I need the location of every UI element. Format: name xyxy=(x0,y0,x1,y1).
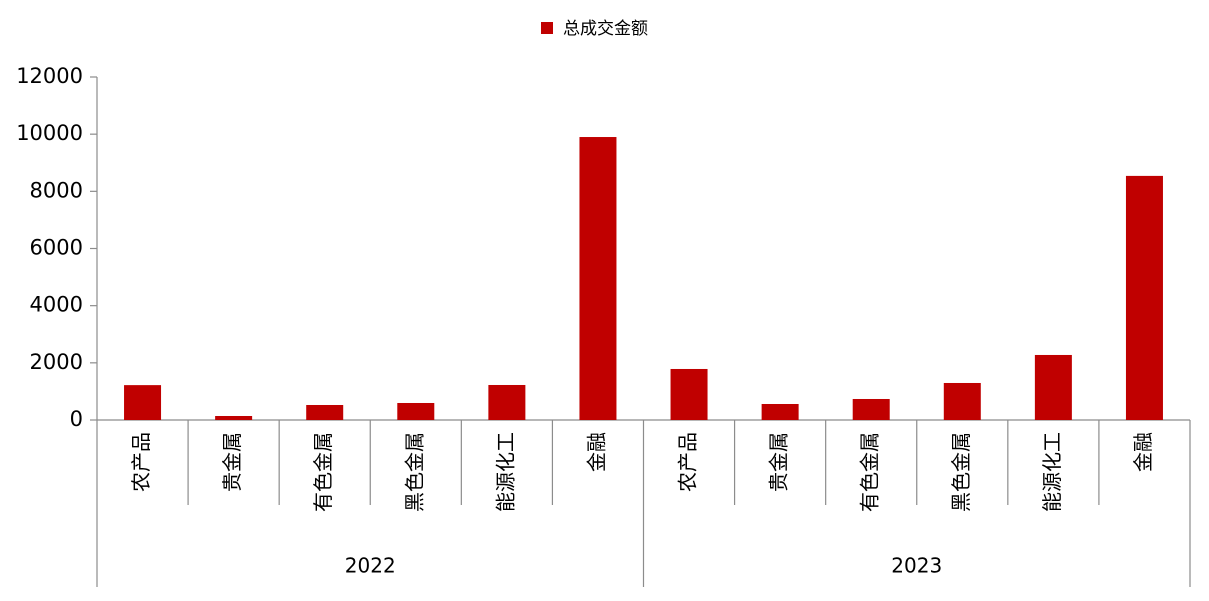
bar xyxy=(1034,354,1072,420)
bar xyxy=(761,403,799,420)
x-tick-label: 有色金属 xyxy=(858,432,882,512)
y-tick-label: 2000 xyxy=(30,350,83,374)
bar xyxy=(488,384,526,420)
x-tick-label: 金融 xyxy=(1131,432,1155,472)
y-tick-label: 8000 xyxy=(30,178,83,202)
bar xyxy=(852,398,890,420)
bar xyxy=(943,382,981,420)
x-tick-label: 能源化工 xyxy=(493,432,517,512)
group-label: 2023 xyxy=(891,554,942,578)
x-tick-label: 黑色金属 xyxy=(402,432,426,512)
y-tick-label: 4000 xyxy=(30,293,83,317)
y-tick-label: 10000 xyxy=(16,121,83,145)
bar xyxy=(397,402,435,420)
x-tick-label: 有色金属 xyxy=(311,432,335,512)
x-tick-label: 金融 xyxy=(584,432,608,472)
bar xyxy=(670,368,708,420)
legend-label: 总成交金额 xyxy=(563,19,648,39)
x-tick-label: 能源化工 xyxy=(1040,432,1064,512)
x-tick-label: 农产品 xyxy=(676,432,700,492)
bar xyxy=(579,137,617,420)
y-tick-label: 0 xyxy=(70,407,83,431)
bar xyxy=(1125,175,1163,420)
x-tick-label: 农产品 xyxy=(129,432,153,492)
x-tick-label: 贵金属 xyxy=(220,432,244,492)
x-tick-label: 黑色金属 xyxy=(949,432,973,512)
bar xyxy=(306,404,344,420)
y-tick-label: 6000 xyxy=(30,236,83,260)
bar xyxy=(215,415,253,420)
bar xyxy=(124,385,162,420)
y-tick-label: 12000 xyxy=(16,64,83,88)
group-label: 2022 xyxy=(345,554,396,578)
x-tick-label: 贵金属 xyxy=(767,432,791,492)
legend-swatch xyxy=(541,22,553,34)
